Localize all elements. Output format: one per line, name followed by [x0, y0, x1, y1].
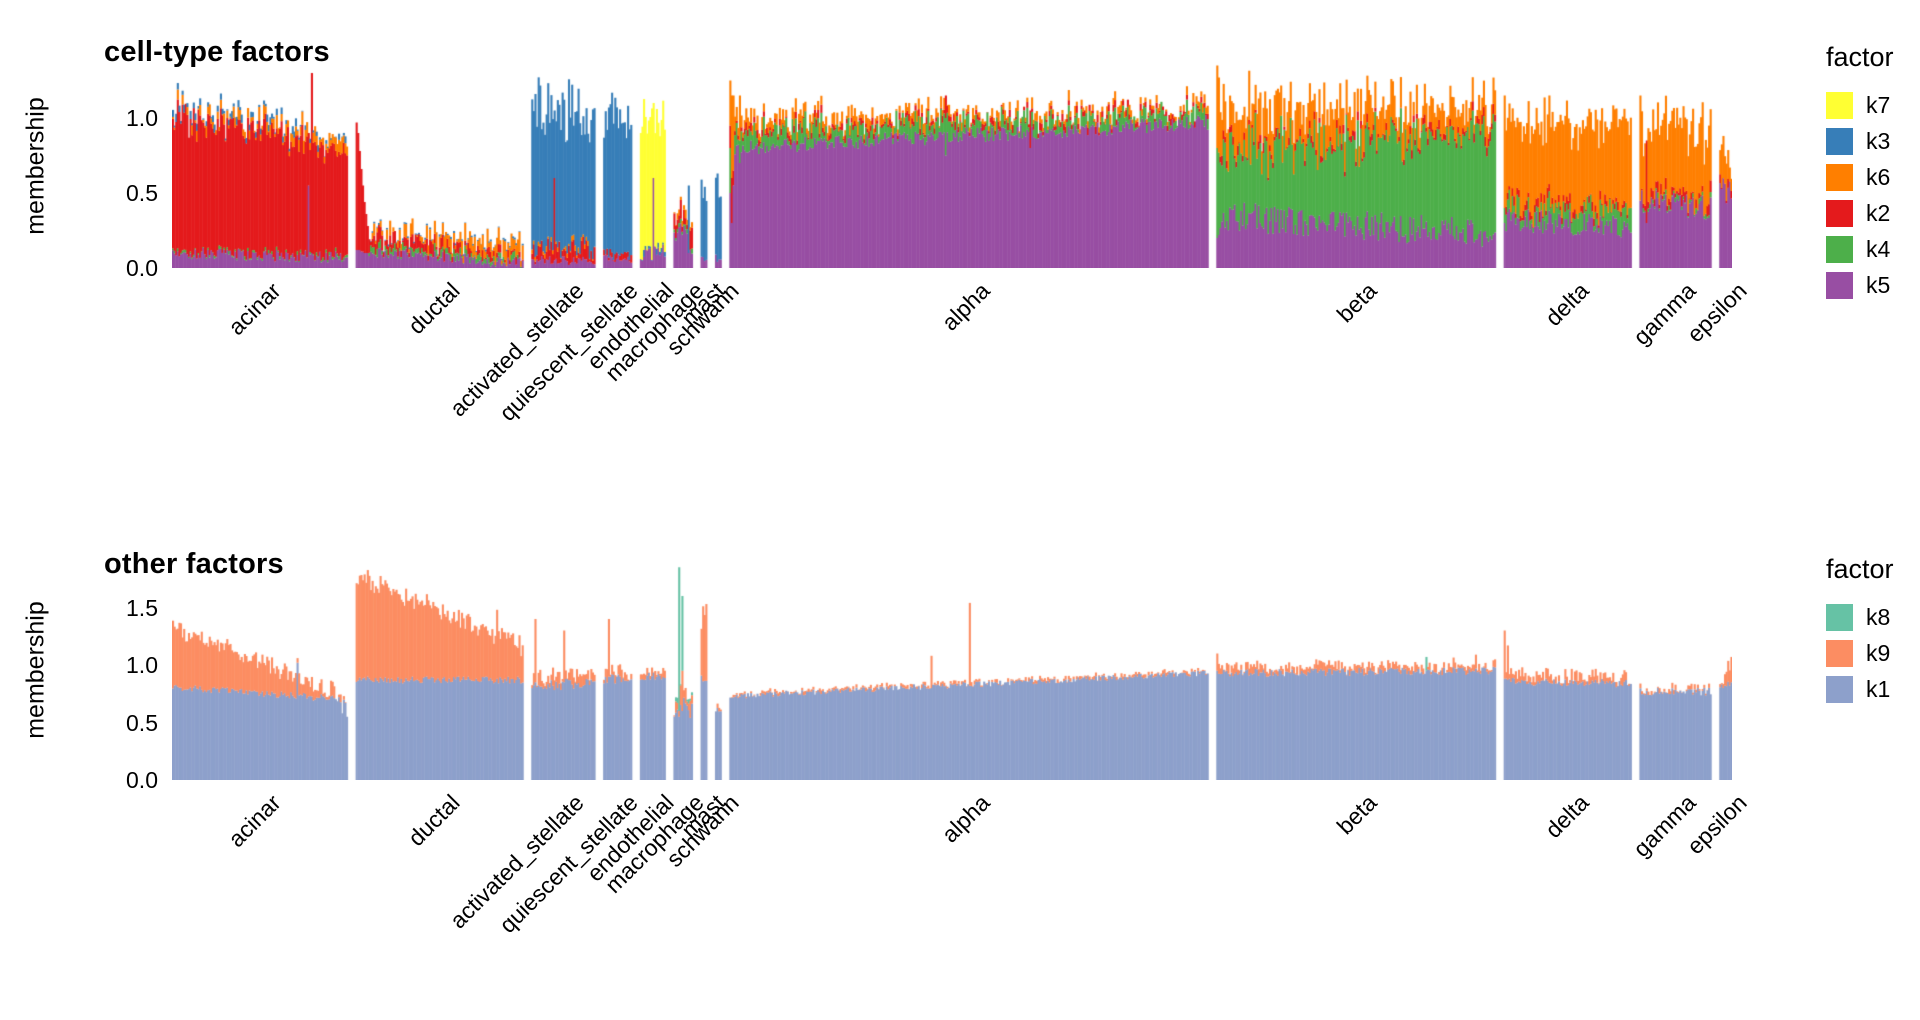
legend-entries-top: k7 k3 k6 k2 k4 k5 [1826, 87, 1894, 303]
legend-entry-k5: k5 [1826, 267, 1894, 303]
legend-label-k6: k6 [1866, 163, 1891, 190]
legend-entries-bottom: k8 k9 k1 [1826, 599, 1894, 707]
legend-entry-k2: k2 [1826, 195, 1894, 231]
legend-swatch-k2 [1826, 199, 1853, 227]
x-axis-group-label-ductal: ductal [403, 277, 466, 340]
legend-label-k3: k3 [1866, 127, 1891, 154]
x-axis-group-label-ductal: ductal [403, 789, 466, 852]
legend-swatch-k4 [1826, 235, 1853, 263]
legend-entry-k6: k6 [1826, 159, 1894, 195]
legend-label-k7: k7 [1866, 91, 1891, 118]
legend-label-k8: k8 [1866, 603, 1891, 630]
y-tick-label: 0.5 [126, 709, 158, 736]
x-axis-group-label-delta: delta [1539, 277, 1594, 331]
y-tick-label: 0.5 [126, 180, 158, 206]
x-axis-group-label-delta: delta [1539, 789, 1594, 843]
y-tick-label: 1.5 [126, 594, 158, 621]
structure-plot-top-canvas [172, 64, 1732, 268]
legend-swatch-k6 [1826, 163, 1853, 191]
chart-title-cell-type-factors: cell-type factors [104, 36, 330, 69]
x-axis-group-label-beta: beta [1331, 789, 1382, 840]
legend-entry-k8: k8 [1826, 599, 1894, 635]
legend-swatch-k5 [1826, 271, 1853, 299]
y-axis-label-top: membership [21, 97, 50, 235]
y-tick-label: 0.0 [126, 767, 158, 793]
legend-entry-k1: k1 [1826, 671, 1894, 707]
x-axis-group-label-gamma: gamma [1628, 789, 1701, 862]
y-tick-label: 1.0 [126, 652, 158, 678]
legend-title-top: factor [1826, 42, 1894, 72]
x-axis-group-label-acinar: acinar [222, 277, 286, 340]
legend-top: factor k7 k3 k6 k2 k4 k5 [1826, 42, 1894, 303]
legend-label-k5: k5 [1866, 271, 1891, 298]
x-axis-group-label-alpha: alpha [936, 277, 995, 336]
x-axis-group-label-gamma: gamma [1628, 277, 1701, 350]
y-axis-label-bottom: membership [21, 601, 50, 739]
y-tick-label: 1.0 [126, 105, 158, 131]
legend-label-k2: k2 [1866, 199, 1891, 226]
legend-title-bottom: factor [1826, 554, 1894, 584]
legend-swatch-k9 [1826, 639, 1853, 667]
legend-swatch-k1 [1826, 675, 1853, 703]
legend-entry-k3: k3 [1826, 123, 1894, 159]
legend-swatch-k7 [1826, 91, 1853, 119]
legend-label-k9: k9 [1866, 639, 1891, 666]
structure-plot-bottom-canvas [172, 560, 1732, 780]
legend-swatch-k8 [1826, 603, 1853, 631]
legend-bottom: factor k8 k9 k1 [1826, 554, 1894, 707]
x-axis-group-label-beta: beta [1331, 277, 1382, 328]
legend-swatch-k3 [1826, 127, 1853, 155]
legend-entry-k7: k7 [1826, 87, 1894, 123]
x-axis-group-label-alpha: alpha [936, 789, 995, 848]
legend-label-k1: k1 [1866, 675, 1891, 702]
y-tick-label: 0.0 [126, 255, 158, 281]
legend-label-k4: k4 [1866, 235, 1891, 262]
x-axis-group-label-acinar: acinar [222, 789, 286, 852]
legend-entry-k4: k4 [1826, 231, 1894, 267]
legend-entry-k9: k9 [1826, 635, 1894, 671]
